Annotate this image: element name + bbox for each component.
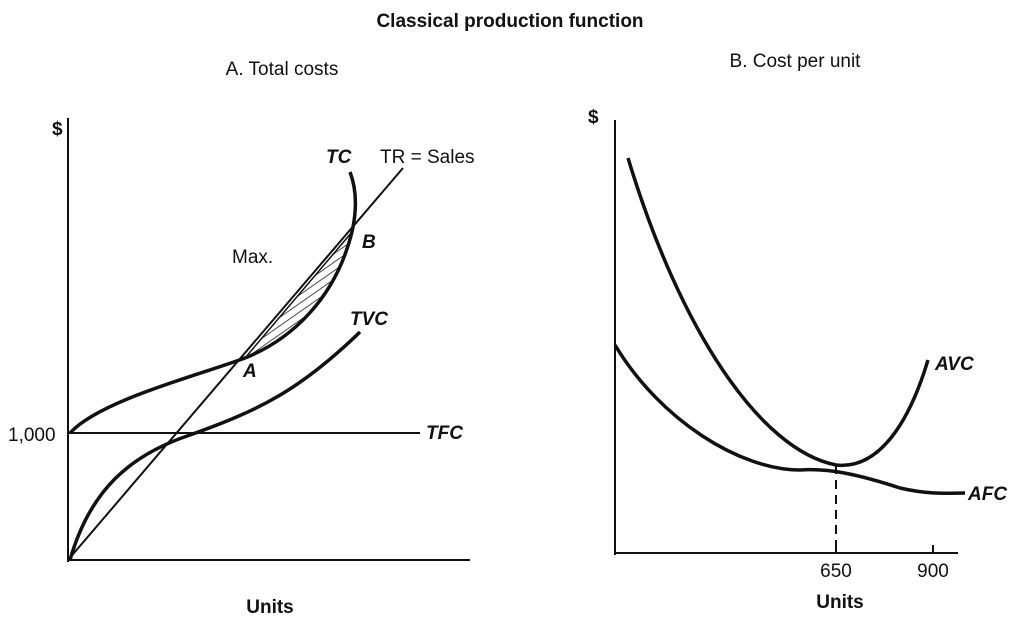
panel-a: A. Total costs $ 1,000 Units TC TR = Sal… <box>8 59 475 618</box>
y-label: $ <box>52 119 63 140</box>
annotation: Max. <box>232 247 273 268</box>
avc-curve <box>626 157 930 467</box>
main-title: Classical production function <box>376 11 643 32</box>
panel-title: B. Cost per unit <box>730 51 862 72</box>
afc-curve <box>613 344 966 496</box>
curve-label: TR = Sales <box>380 147 475 168</box>
curve-label: TC <box>326 147 352 168</box>
panel-b: B. Cost per unit $ 650 900 Units AVC AFC <box>588 51 1007 613</box>
tc-curve <box>68 171 358 435</box>
x-label: Units <box>246 597 294 618</box>
curve-label: TVC <box>350 309 388 330</box>
panel-title: A. Total costs <box>226 59 339 80</box>
curve-label: AVC <box>934 354 974 375</box>
point-label: A <box>242 361 257 382</box>
curve-label: TFC <box>426 423 463 444</box>
x-tick-label: 650 <box>820 561 852 582</box>
y-label: $ <box>588 107 599 128</box>
y-tick-label: 1,000 <box>8 425 56 446</box>
x-label: Units <box>816 592 864 613</box>
x-tick-label: 900 <box>917 561 949 582</box>
tr-line <box>67 167 404 561</box>
tvc-curve <box>68 330 362 561</box>
point-label: B <box>362 232 376 253</box>
curve-label: AFC <box>967 484 1007 505</box>
